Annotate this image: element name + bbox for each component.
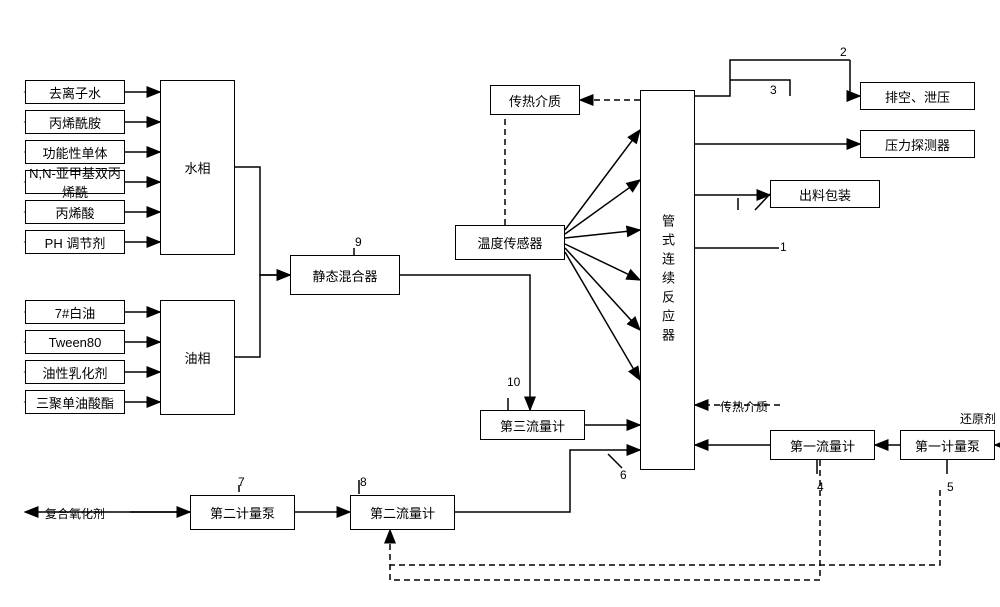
label-text-l6: 6 [620, 468, 627, 482]
node-text-in_nnn: N,N-亚甲基双丙烯酰 [26, 163, 124, 201]
node-text-pressure: 压力探测器 [885, 135, 950, 154]
node-text-in_acrylamide: 丙烯酰胺 [49, 113, 101, 132]
label-complex_ox: 复合氧化剂 [45, 505, 105, 522]
node-in_triol: 三聚单油酸酯 [25, 390, 125, 414]
label-text-l10: 10 [507, 375, 520, 389]
node-temp_sensor: 温度传感器 [455, 225, 565, 260]
label-l2: 2 [840, 45, 847, 59]
node-text-flow3: 第三流量计 [500, 416, 565, 435]
node-vent: 排空、泄压 [860, 82, 975, 110]
label-text-l9: 9 [355, 235, 362, 249]
node-in_water: 去离子水 [25, 80, 125, 104]
label-l1: 1 [780, 240, 787, 254]
node-text-flow1: 第一流量计 [790, 436, 855, 455]
edge [235, 167, 290, 275]
edge [565, 130, 640, 230]
label-l3: 3 [770, 83, 777, 97]
label-text-l1: 1 [780, 240, 787, 254]
node-text-flow2: 第二流量计 [370, 503, 435, 522]
node-text-pump2: 第二计量泵 [210, 503, 275, 522]
node-pack: 出料包装 [770, 180, 880, 208]
node-text-pump1: 第一计量泵 [915, 436, 980, 455]
edge [565, 230, 640, 238]
label-l5: 5 [947, 480, 954, 494]
edge [235, 275, 290, 357]
edge [390, 490, 940, 565]
node-text-temp_sensor: 温度传感器 [477, 233, 542, 252]
node-text-in_func: 功能性单体 [42, 143, 107, 162]
node-pump2: 第二计量泵 [190, 495, 295, 530]
node-text-pack: 出料包装 [799, 185, 851, 204]
node-text-in_oil7: 7#白油 [55, 303, 95, 322]
node-in_acrylamide: 丙烯酰胺 [25, 110, 125, 134]
label-l6: 6 [620, 468, 627, 482]
node-text-in_emul: 油性乳化剂 [42, 363, 107, 382]
label-text-l7: 7 [238, 475, 245, 489]
node-in_tween: Tween80 [25, 330, 125, 354]
label-text-complex_ox: 复合氧化剂 [45, 507, 105, 521]
node-oil_phase: 油相 [160, 300, 235, 415]
node-text-in_water: 去离子水 [49, 83, 101, 102]
node-text-in_triol: 三聚单油酸酯 [36, 393, 114, 412]
edge [565, 248, 640, 330]
edge [565, 180, 640, 234]
node-reactor: 管式连续反应器 [640, 90, 695, 470]
node-flow2: 第二流量计 [350, 495, 455, 530]
node-pump1: 第一计量泵 [900, 430, 995, 460]
edge [608, 454, 622, 468]
node-in_oil7: 7#白油 [25, 300, 125, 324]
label-text-l4: 4 [817, 480, 824, 494]
node-text-vent: 排空、泄压 [885, 87, 950, 106]
label-l9: 9 [355, 235, 362, 249]
label-l4: 4 [817, 480, 824, 494]
node-water_phase: 水相 [160, 80, 235, 255]
edge [565, 244, 640, 280]
label-text-l8: 8 [360, 475, 367, 489]
node-text-static_mixer: 静态混合器 [312, 266, 377, 285]
label-l7: 7 [238, 475, 245, 489]
node-static_mixer: 静态混合器 [290, 255, 400, 295]
node-text-in_ph: PH 调节剂 [45, 233, 106, 252]
label-red_agent: 还原剂 [960, 410, 996, 427]
node-text-in_tween: Tween80 [49, 335, 102, 350]
edge [730, 80, 790, 96]
node-heat_out: 传热介质 [490, 85, 580, 115]
node-text-in_acrylic: 丙烯酸 [55, 203, 94, 222]
node-in_acrylic: 丙烯酸 [25, 200, 125, 224]
label-l10: 10 [507, 375, 520, 389]
node-flow3: 第三流量计 [480, 410, 585, 440]
node-text-heat_out: 传热介质 [509, 91, 561, 110]
edge [755, 194, 770, 210]
node-text-water_phase: 水相 [184, 158, 210, 177]
label-text-l5: 5 [947, 480, 954, 494]
node-flow1: 第一流量计 [770, 430, 875, 460]
node-text-reactor: 管式连续反应器 [658, 214, 677, 347]
label-heat_in: 传热介质 [720, 398, 768, 415]
label-l8: 8 [360, 475, 367, 489]
edge [850, 60, 860, 96]
label-text-heat_in: 传热介质 [720, 400, 768, 414]
node-in_emul: 油性乳化剂 [25, 360, 125, 384]
label-text-l2: 2 [840, 45, 847, 59]
label-text-l3: 3 [770, 83, 777, 97]
edge [565, 252, 640, 380]
node-pressure: 压力探测器 [860, 130, 975, 158]
node-text-oil_phase: 油相 [184, 348, 210, 367]
node-in_ph: PH 调节剂 [25, 230, 125, 254]
node-in_func: 功能性单体 [25, 140, 125, 164]
edge [400, 275, 530, 410]
label-text-red_agent: 还原剂 [960, 412, 996, 426]
node-in_nnn: N,N-亚甲基双丙烯酰 [25, 170, 125, 194]
